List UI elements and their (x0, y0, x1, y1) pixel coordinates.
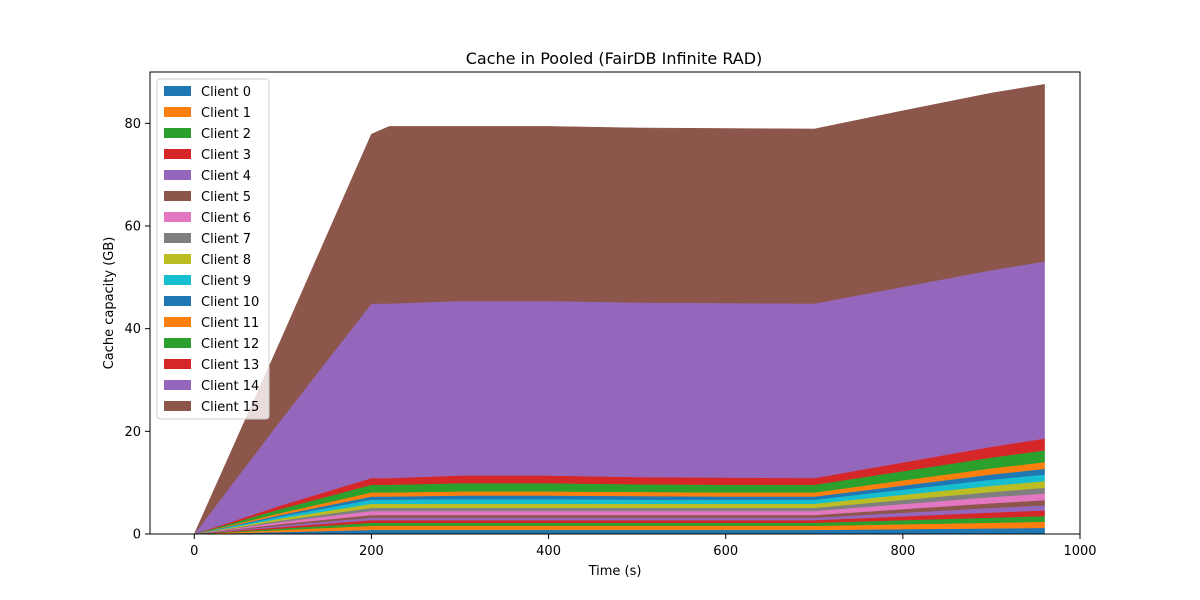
legend-label: Client 9 (201, 274, 251, 289)
legend-label: Client 3 (201, 148, 251, 163)
y-axis-label: Cache capacity (GB) (102, 237, 117, 370)
legend-label: Client 1 (201, 106, 251, 121)
x-tick-label: 600 (713, 544, 738, 559)
legend-swatch (164, 86, 191, 96)
legend-swatch (164, 338, 191, 348)
y-tick-label: 80 (124, 117, 141, 132)
legend-label: Client 2 (201, 127, 251, 142)
legend-label: Client 7 (201, 232, 251, 247)
legend-label: Client 5 (201, 190, 251, 205)
legend-label: Client 14 (201, 379, 259, 394)
x-axis-ticks: 0 200 400 600 800 1000 (190, 534, 1097, 559)
legend-label: Client 0 (201, 85, 251, 100)
legend-label: Client 11 (201, 316, 259, 331)
legend-swatch (164, 212, 191, 222)
legend-label: Client 10 (201, 295, 259, 310)
plot-frame (149, 71, 1081, 535)
y-tick-label: 60 (124, 220, 141, 235)
legend-swatch (164, 317, 191, 327)
x-tick-label: 800 (890, 544, 915, 559)
legend-label: Client 4 (201, 169, 251, 184)
y-axis-ticks: 0 20 40 60 80 (124, 117, 150, 543)
x-tick-label: 200 (359, 544, 384, 559)
legend-swatch (164, 128, 191, 138)
y-tick-label: 40 (124, 322, 141, 337)
area-layers (193, 84, 1045, 535)
legend-swatch (164, 107, 191, 117)
legend-swatch (164, 275, 191, 285)
legend-swatch (164, 254, 191, 264)
x-tick-label: 0 (190, 544, 198, 559)
legend-label: Client 8 (201, 253, 251, 268)
legend-swatch (164, 191, 191, 201)
legend-swatch (164, 170, 191, 180)
x-tick-label: 400 (536, 544, 561, 559)
legend-label: Client 13 (201, 358, 259, 373)
legend-label: Client 15 (201, 400, 259, 415)
legend-swatch (164, 233, 191, 243)
legend-swatch (164, 149, 191, 159)
legend: Client 0 Client 1 Client 2 Client 3 Client 4… (156, 78, 270, 420)
legend-swatch (164, 380, 191, 390)
x-axis-label: Time (s) (588, 564, 642, 579)
legend-swatch (164, 401, 191, 411)
chart-title: Cache in Pooled (FairDB Infinite RAD) (466, 49, 763, 68)
area-series-15 (194, 84, 1045, 535)
y-tick-label: 20 (124, 425, 141, 440)
legend-swatch (164, 359, 191, 369)
y-tick-label: 0 (133, 528, 141, 543)
legend-swatch (164, 296, 191, 306)
x-tick-label: 1000 (1063, 544, 1096, 559)
legend-label: Client 12 (201, 337, 259, 352)
legend-label: Client 6 (201, 211, 251, 226)
legend-box (156, 78, 270, 420)
